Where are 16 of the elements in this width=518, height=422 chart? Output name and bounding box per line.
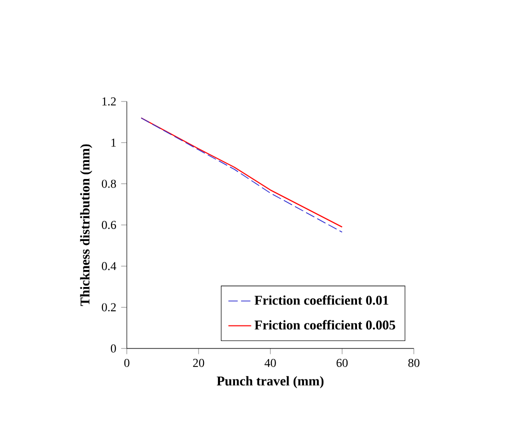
legend-label: Friction coefficient 0.01	[254, 295, 388, 305]
y-axis-title: Thickness distribution (mm)	[80, 144, 92, 306]
legend-label: Friction coefficient 0.005	[254, 320, 396, 330]
x-tick-label: 40	[264, 358, 276, 368]
y-tick-label: 1	[111, 138, 116, 147]
y-tick-label: 0.6	[102, 220, 116, 230]
x-tick-label: 80	[408, 358, 420, 368]
y-tick-label: 0	[110, 344, 116, 353]
y-tick-label: 0.4	[102, 262, 116, 270]
y-tick-label: 1.2	[102, 97, 116, 106]
y-tick-label: 0.8	[102, 180, 116, 188]
x-axis-title: Punch travel (mm)	[216, 376, 324, 388]
x-tick-label: 0	[124, 358, 130, 368]
x-tick-label: 60	[336, 358, 348, 368]
y-tick-label: 0.2	[102, 303, 116, 312]
x-tick-label: 20	[193, 358, 204, 368]
